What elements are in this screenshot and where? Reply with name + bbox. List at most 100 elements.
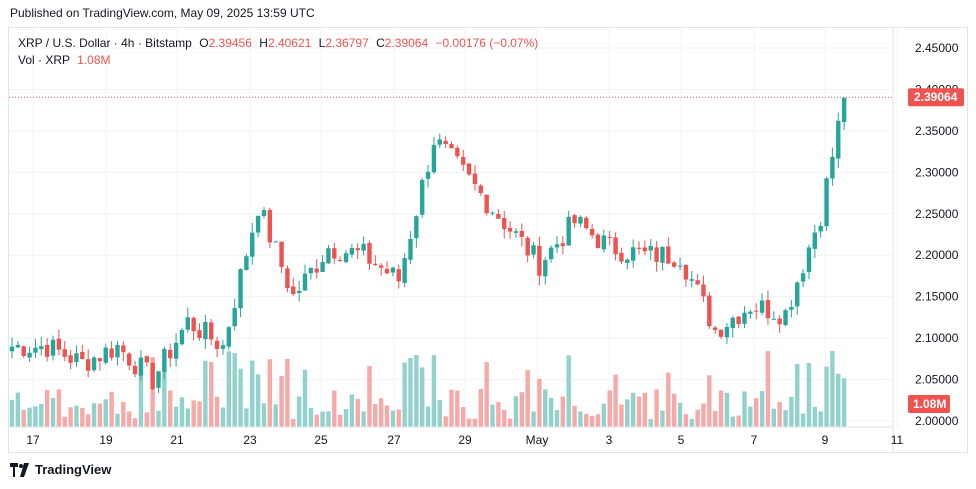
volume-bar [396,409,401,427]
volume-bar [15,392,21,427]
legend-change: −0.00176 (−0.07%) [435,36,539,50]
candle-body [285,268,290,289]
candle-body [209,322,214,340]
footer-brand[interactable]: TradingView [10,462,111,477]
price-candles [9,97,847,394]
volume-bar [771,408,776,427]
volume-bar [168,390,173,427]
volume-bar [56,389,62,427]
volume-bar [531,411,536,427]
volume-bar [314,414,319,427]
volume-bar [220,407,226,427]
candle-body [361,243,366,251]
last-price-tag: 2.39064 [908,88,964,107]
candle-body [759,300,765,313]
candle-body [296,290,302,293]
volume-bar [701,403,706,427]
volume-bar [795,363,800,427]
x-tick-label: 17 [26,433,40,447]
candle-body [420,180,425,215]
volume-bar [408,357,413,427]
candle-body [566,216,571,246]
chart-legend: XRP / U.S. Dollar · 4h · Bitstamp O2.394… [18,35,538,69]
candle-body [255,215,261,233]
candle-body [836,120,841,159]
candle-body [537,245,542,276]
candle-body [437,139,442,145]
candle-body [572,215,577,224]
volume-bar [308,407,314,427]
x-tick-label: 21 [170,433,184,447]
candle-body [332,248,337,259]
volume-bar [818,411,823,427]
volume-bar [132,418,138,427]
candle-body [337,259,343,261]
volume-bar [578,411,583,427]
candle-body [267,209,273,243]
candle-body [824,178,829,227]
volume-bar [525,370,530,427]
volume-bar [431,355,437,427]
volume-bar [718,390,724,427]
candle-body [748,311,753,314]
y-tick-label: 2.05000 [915,373,959,387]
candle-body [671,262,677,267]
candle-body [197,330,202,339]
volume-bar [455,390,460,427]
x-tick-label: May [526,433,549,447]
volume-bar [203,360,208,427]
legend-volume-row: Vol · XRP 1.08M [18,52,538,69]
candle-body [103,347,108,363]
candle-body [484,194,489,214]
candle-body [742,312,747,324]
volume-bar [361,411,366,427]
volume-bar [173,406,179,427]
candle-body [724,327,730,338]
candle-body [132,365,138,375]
candle-body [578,216,583,224]
candle-body [525,237,530,256]
volume-bar [109,391,114,427]
volume-bar [713,410,718,427]
volume-bar [730,416,735,427]
candle-body [584,217,589,229]
x-tick-label: 23 [243,433,257,447]
x-tick-label: 9 [822,433,829,447]
candle-body [414,216,419,239]
candle-body [355,248,360,251]
volume-bar [566,355,571,427]
y-tick-label: 2.45000 [915,41,959,55]
candle-body [214,340,220,349]
volume-bar [332,390,337,427]
legend-high: 2.40621 [267,36,312,50]
volume-bar [836,373,841,427]
volume-bar [789,396,794,427]
volume-bar [543,389,548,427]
candle-body [736,316,741,325]
volume-bars [9,351,847,427]
candle-body [777,318,782,325]
candle-body [378,265,384,268]
y-tick-label: 2.20000 [915,248,959,262]
candle-body [150,362,155,389]
volume-bar [320,411,325,427]
volume-bar [636,396,642,427]
volume-bar [80,407,85,427]
footer-brand-text: TradingView [35,462,112,477]
tradingview-logo-icon [10,462,29,477]
candle-body [232,308,237,327]
candle-body [373,263,378,266]
volume-bar [232,353,237,427]
candle-body [800,273,806,282]
last-price-value: 2.39064 [914,90,958,104]
volume-bar [238,368,243,427]
candle-body [261,210,267,216]
x-tick-label: 25 [314,433,328,447]
volume-bar [642,392,648,427]
candle-body [812,232,818,249]
volume-bar [625,399,630,427]
volume-bar [683,414,689,427]
candle-body [449,144,454,149]
volume-bar [478,389,483,427]
